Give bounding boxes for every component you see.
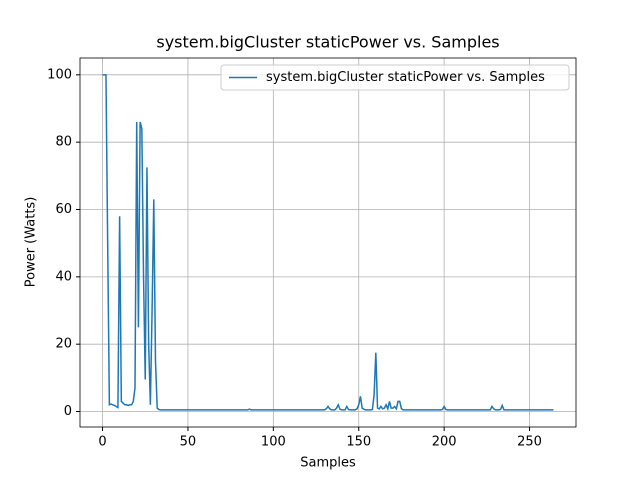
x-tick-label: 0: [98, 435, 106, 450]
x-tick-label: 150: [346, 435, 371, 450]
x-tick-label: 50: [180, 435, 197, 450]
y-tick-label: 0: [64, 404, 72, 419]
axes-frame: [79, 57, 577, 428]
y-tick-label: 80: [55, 135, 72, 150]
y-tick-label: 20: [55, 337, 72, 352]
y-tick-label: 100: [47, 67, 72, 82]
data-line: [102, 74, 554, 412]
x-tick-label: 100: [261, 435, 286, 450]
y-axis-label: Power (Watts): [24, 197, 39, 288]
x-axis-label: Samples: [300, 456, 356, 471]
legend-box: [220, 64, 570, 91]
chart-title: system.bigCluster staticPower vs. Sample…: [156, 33, 499, 52]
y-tick-label: 60: [55, 202, 72, 217]
y-tick-label: 40: [55, 269, 72, 284]
x-tick-label: 200: [432, 435, 457, 450]
x-tick-label: 250: [517, 435, 542, 450]
legend-label: system.bigCluster staticPower vs. Sample…: [266, 70, 545, 85]
